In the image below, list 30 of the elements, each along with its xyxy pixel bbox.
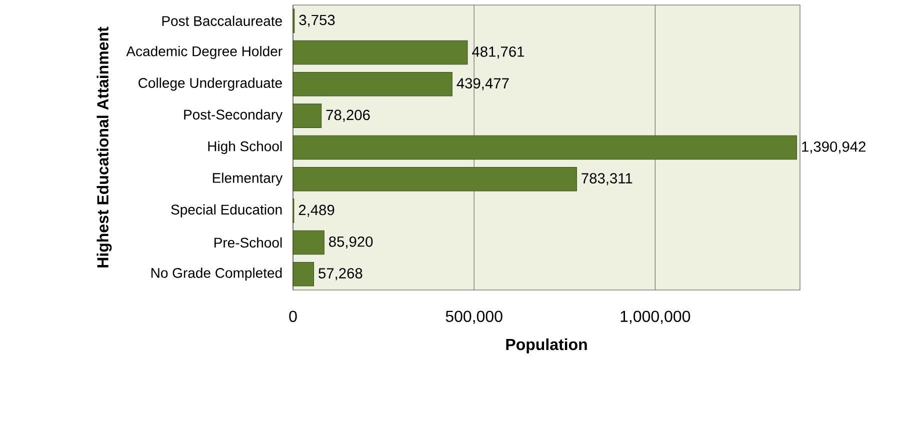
y-axis-title: Highest Educational Attainment (96, 26, 112, 268)
x-axis-title: Population (506, 338, 587, 354)
x-tick-label: 0 (289, 310, 297, 322)
data-label: 85,920 (329, 236, 373, 249)
y-tick-label: Post-Secondary (184, 109, 283, 122)
data-label: 2,489 (298, 204, 334, 217)
y-tick-label: No Grade Completed (151, 268, 282, 281)
data-label: 439,477 (456, 78, 509, 90)
bar (292, 72, 452, 96)
data-label: 57,268 (318, 268, 362, 280)
bar (292, 40, 468, 65)
y-tick-label: Post Baccalaureate (162, 16, 282, 26)
data-label: 783,311 (582, 173, 632, 186)
y-tick-label: Academic Degree Holder (126, 46, 282, 60)
data-label: 78,206 (326, 110, 370, 122)
data-label: 3,753 (299, 14, 335, 27)
data-label: 481,761 (472, 46, 524, 59)
y-tick-label: Pre-School (214, 237, 282, 248)
data-label: 1,390,942 (802, 141, 866, 154)
bar (292, 167, 577, 192)
y-tick-label: Elementary (212, 172, 283, 186)
bar (292, 262, 314, 286)
x-tick-label: 500,000 (446, 310, 502, 324)
bar (292, 230, 324, 255)
y-tick-label: Special Education (171, 204, 282, 218)
x-tick-label: 1,000,000 (620, 310, 690, 324)
bar (292, 104, 322, 128)
y-tick-label: High School (208, 140, 282, 154)
bar (292, 135, 797, 160)
y-tick-label: College Undergraduate (138, 78, 282, 91)
